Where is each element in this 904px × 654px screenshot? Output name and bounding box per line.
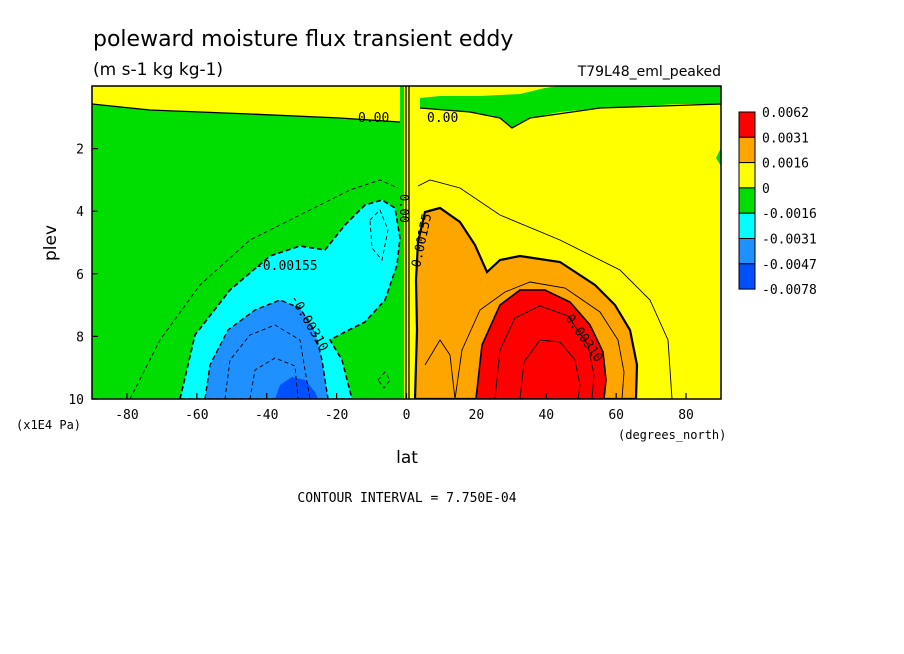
colorbar: 0.0062 0.0031 0.0016 0 -0.0016 -0.0031 -0.0047…: [738, 106, 817, 298]
zero-contours: [92, 86, 721, 399]
y-tick-label: 4: [76, 205, 84, 220]
colorbar-label: 0: [762, 182, 770, 197]
x-tick-label: 80: [678, 408, 694, 423]
x-axis-label: lat: [396, 448, 418, 468]
colorbar-swatch: [738, 187, 756, 214]
colorbar-label: -0.0078: [762, 283, 817, 298]
colorbar-label: 0.0016: [762, 157, 809, 172]
y-axis-label: plev: [41, 225, 61, 261]
x-tick-label: 0: [403, 408, 411, 423]
y-axis-units: (x1E4 Pa): [16, 418, 81, 432]
contour-label: -0.00155: [255, 259, 318, 274]
colorbar-swatch: [738, 263, 756, 290]
colorbar-label: -0.0047: [762, 258, 817, 273]
x-tick-label: -20: [325, 408, 348, 423]
contour-interval-note: CONTOUR INTERVAL = 7.750E-04: [297, 491, 516, 506]
y-tick-label: 6: [76, 268, 84, 283]
x-tick-label: -80: [115, 408, 138, 423]
nh-red-region: [475, 289, 607, 399]
y-tick-label: 10: [68, 393, 84, 408]
x-tick-label: -60: [185, 408, 208, 423]
colorbar-swatch: [738, 212, 756, 239]
colorbar-swatch: [738, 238, 756, 265]
y-tick-label: 2: [76, 143, 84, 158]
nh-top-green-band: [420, 86, 721, 128]
contour-label: 0.00: [427, 111, 458, 126]
chart-subtitle: (m s-1 kg kg-1): [93, 60, 223, 80]
nh-right-green-notch: [716, 148, 721, 166]
x-tick-label: -40: [255, 408, 278, 423]
colorbar-label: -0.0016: [762, 207, 817, 222]
y-tick-label: 8: [76, 330, 84, 345]
x-axis: -80 -60 -40 -20 0 20 40 60 80: [115, 393, 694, 423]
x-tick-label: 40: [538, 408, 554, 423]
chart-title: poleward moisture flux transient eddy: [93, 27, 513, 52]
x-tick-label: 20: [469, 408, 485, 423]
sh-blue-region: [204, 299, 329, 399]
colorbar-label: 0.0062: [762, 106, 809, 121]
x-tick-label: 60: [608, 408, 624, 423]
sh-darkblue-region: [275, 377, 318, 399]
plot-area: 0.00 0.00 0.00 -0.00155 -0.00310 0.00155…: [91, 85, 722, 400]
colorbar-swatch: [738, 111, 756, 138]
thin-contours: [417, 179, 673, 399]
x-axis-units: (degrees_north): [618, 428, 726, 442]
colorbar-swatch: [738, 162, 756, 189]
run-label: T79L48_eml_peaked: [577, 64, 721, 80]
dashed-contours: [129, 179, 399, 399]
contour-label: 0.00: [397, 194, 411, 223]
colorbar-label: 0.0031: [762, 131, 809, 146]
colorbar-label: -0.0031: [762, 233, 817, 248]
sh-top-yellow-band: [92, 86, 400, 122]
contour-label: 0.00: [358, 111, 389, 126]
colorbar-swatch: [738, 136, 756, 164]
y-axis: 2 4 6 8 10: [68, 143, 98, 408]
